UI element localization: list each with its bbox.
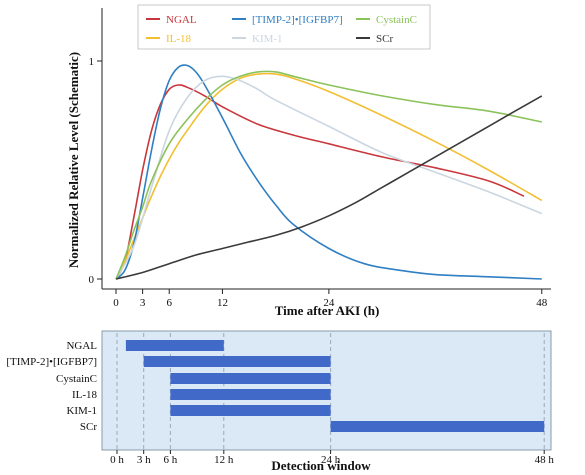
series-line-scr [115, 95, 543, 280]
detection-x-tick-label: 0 h [110, 454, 124, 466]
line-chart-axes [101, 8, 551, 290]
detection-bar-kim-1 [170, 405, 331, 416]
legend-label-cystainc: CystainC [376, 14, 417, 26]
x-tick-label: 3 [140, 297, 146, 309]
detection-window-bars [125, 340, 545, 432]
row-label-timp-2-igfbp7: [TIMP-2]•[IGFBP7] [6, 356, 97, 368]
detection-bar-scr [330, 421, 545, 432]
row-label-ngal: NGAL [66, 340, 97, 352]
detection-window-chart: NGAL [TIMP-2]•[IGFBP7] CystainC IL-18 KIM-1 S… [6, 330, 554, 473]
y-tick-label: 0 [89, 274, 95, 286]
detection-x-tick-label: 3 h [137, 454, 151, 466]
detection-bar-cystainc [170, 373, 331, 384]
legend-label-il-18: IL-18 [166, 33, 192, 45]
legend: NGAL [TIMP-2]•[IGFBP7] CystainC IL-18 KIM-1 S… [137, 4, 431, 50]
line-chart-y-ticks: 01 [89, 56, 102, 286]
legend-box [137, 4, 431, 50]
detection-bar-il-18 [170, 389, 331, 400]
detection-x-tick-label: 24 h [321, 454, 341, 466]
row-label-scr: SCr [80, 421, 97, 433]
y-tick-label: 1 [89, 56, 95, 68]
legend-label-ngal: NGAL [166, 14, 197, 26]
row-label-kim-1: KIM-1 [66, 405, 97, 417]
x-tick-label: 6 [166, 297, 172, 309]
x-tick-label: 0 [113, 297, 119, 309]
series-line-timp-2-igfbp7 [115, 64, 542, 280]
row-label-il-18: IL-18 [72, 389, 98, 401]
detection-bar-timp-2-igfbp7 [143, 356, 331, 367]
series-line-cystainc [115, 70, 542, 280]
detection-window-x-ticks: 0 h 3 h 6 h 12 h 24 h 48 h [110, 450, 554, 466]
series-line-ngal [115, 84, 525, 280]
x-tick-label: 24 [323, 297, 335, 309]
legend-label-kim-1: KIM-1 [252, 33, 283, 45]
detection-window-row-labels: NGAL [TIMP-2]•[IGFBP7] CystainC IL-18 KIM-1 S… [6, 340, 97, 433]
detection-bar-ngal [125, 340, 224, 351]
x-tick-label: 12 [217, 297, 228, 309]
x-tick-label: 48 [536, 297, 548, 309]
detection-window-axis-label: Detection window [271, 458, 371, 473]
line-chart-plot-area [115, 64, 543, 280]
row-label-cystainc: CystainC [56, 373, 97, 385]
detection-x-tick-label: 6 h [164, 454, 178, 466]
legend-label-timp-2-igfbp7: [TIMP-2]•[IGFBP7] [252, 14, 343, 26]
x-axis-label: Time after AKI (h) [275, 303, 380, 318]
detection-x-tick-label: 48 h [535, 454, 555, 466]
legend-label-scr: SCr [376, 33, 393, 45]
detection-x-tick-label: 12 h [214, 454, 234, 466]
y-axis-label: Normalized Relative Level (Schematic) [66, 52, 81, 268]
line-chart: 0 3 6 12 24 48 01 Time after AKI (h) Normaliz… [66, 4, 551, 318]
line-chart-x-ticks: 0 3 6 12 24 48 [113, 289, 548, 309]
